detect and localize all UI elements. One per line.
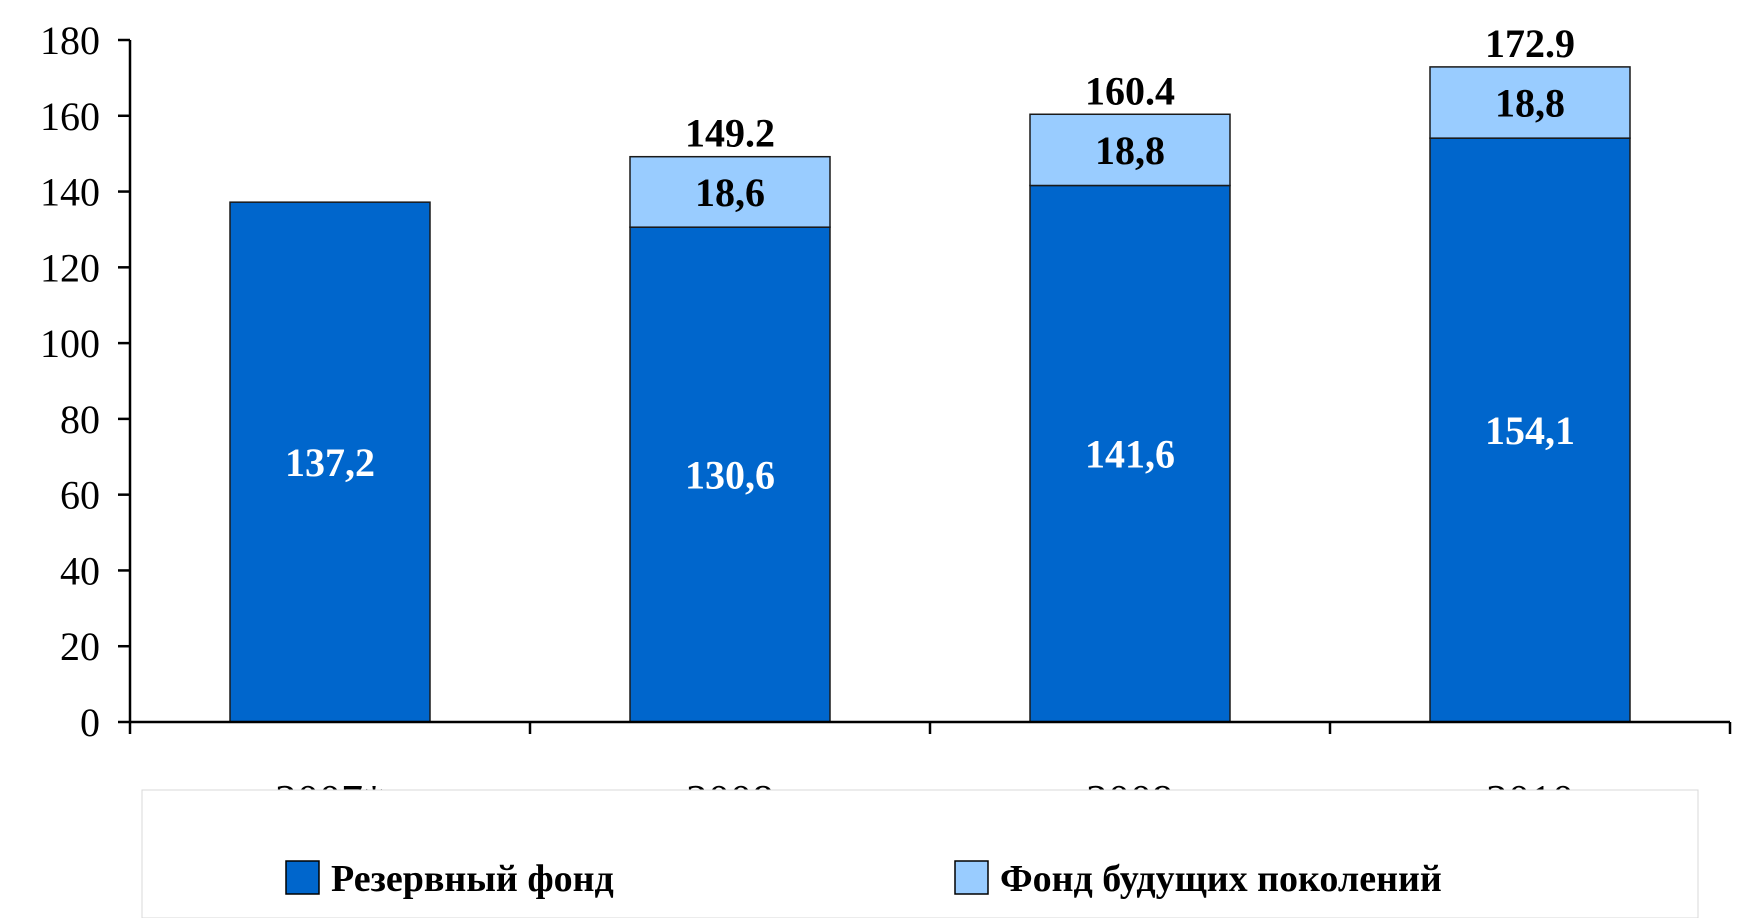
bar-reserve-fund — [229, 201, 431, 723]
bar-reserve-fund — [1429, 137, 1631, 723]
legend-swatch-future-generations-fund — [954, 860, 989, 895]
y-tick-label: 100 — [40, 321, 100, 366]
bar-total-label: 149.2 — [685, 111, 775, 156]
bar-future-generations-fund — [1029, 113, 1231, 187]
bar-value-label: 130,6 — [685, 453, 775, 498]
bar-reserve-fund — [629, 226, 831, 723]
y-axis: 0 20 40 60 80 100 120 140 160 180 — [40, 18, 132, 745]
y-tick-label: 20 — [60, 624, 100, 669]
bar-value-label: 18,8 — [1495, 81, 1565, 126]
bar-value-label: 18,6 — [695, 170, 765, 215]
legend-box — [141, 789, 1699, 918]
bars: 137,2 130,6 18,6 149.2 141,6 18,8 160.4 154,1 18… — [229, 21, 1631, 723]
bar-value-label: 137,2 — [285, 440, 375, 485]
y-tick-label: 40 — [60, 548, 100, 593]
bar-total-label: 160.4 — [1085, 68, 1175, 113]
y-tick-label: 140 — [40, 170, 100, 215]
legend: Резервный фонд Фонд будущих поколений — [141, 789, 1699, 918]
y-tick-label: 160 — [40, 94, 100, 139]
y-tick-label: 120 — [40, 245, 100, 290]
bar-reserve-fund — [1029, 184, 1231, 723]
legend-label-future-generations-fund: Фонд будущих поколений — [1000, 858, 1442, 900]
bar-future-generations-fund — [629, 155, 831, 228]
legend-label-reserve-fund: Резервный фонд — [331, 858, 614, 900]
bar-value-label: 18,8 — [1095, 128, 1165, 173]
y-tick-label: 60 — [60, 473, 100, 518]
y-tick-label: 180 — [40, 18, 100, 63]
bar-total-label: 172.9 — [1485, 21, 1575, 66]
y-tick-label: 0 — [80, 700, 100, 745]
y-tick-label: 80 — [60, 397, 100, 442]
bar-value-label: 154,1 — [1485, 408, 1575, 453]
legend-swatch-reserve-fund — [285, 860, 320, 895]
bar-future-generations-fund — [1429, 66, 1631, 139]
bar-value-label: 141,6 — [1085, 432, 1175, 477]
